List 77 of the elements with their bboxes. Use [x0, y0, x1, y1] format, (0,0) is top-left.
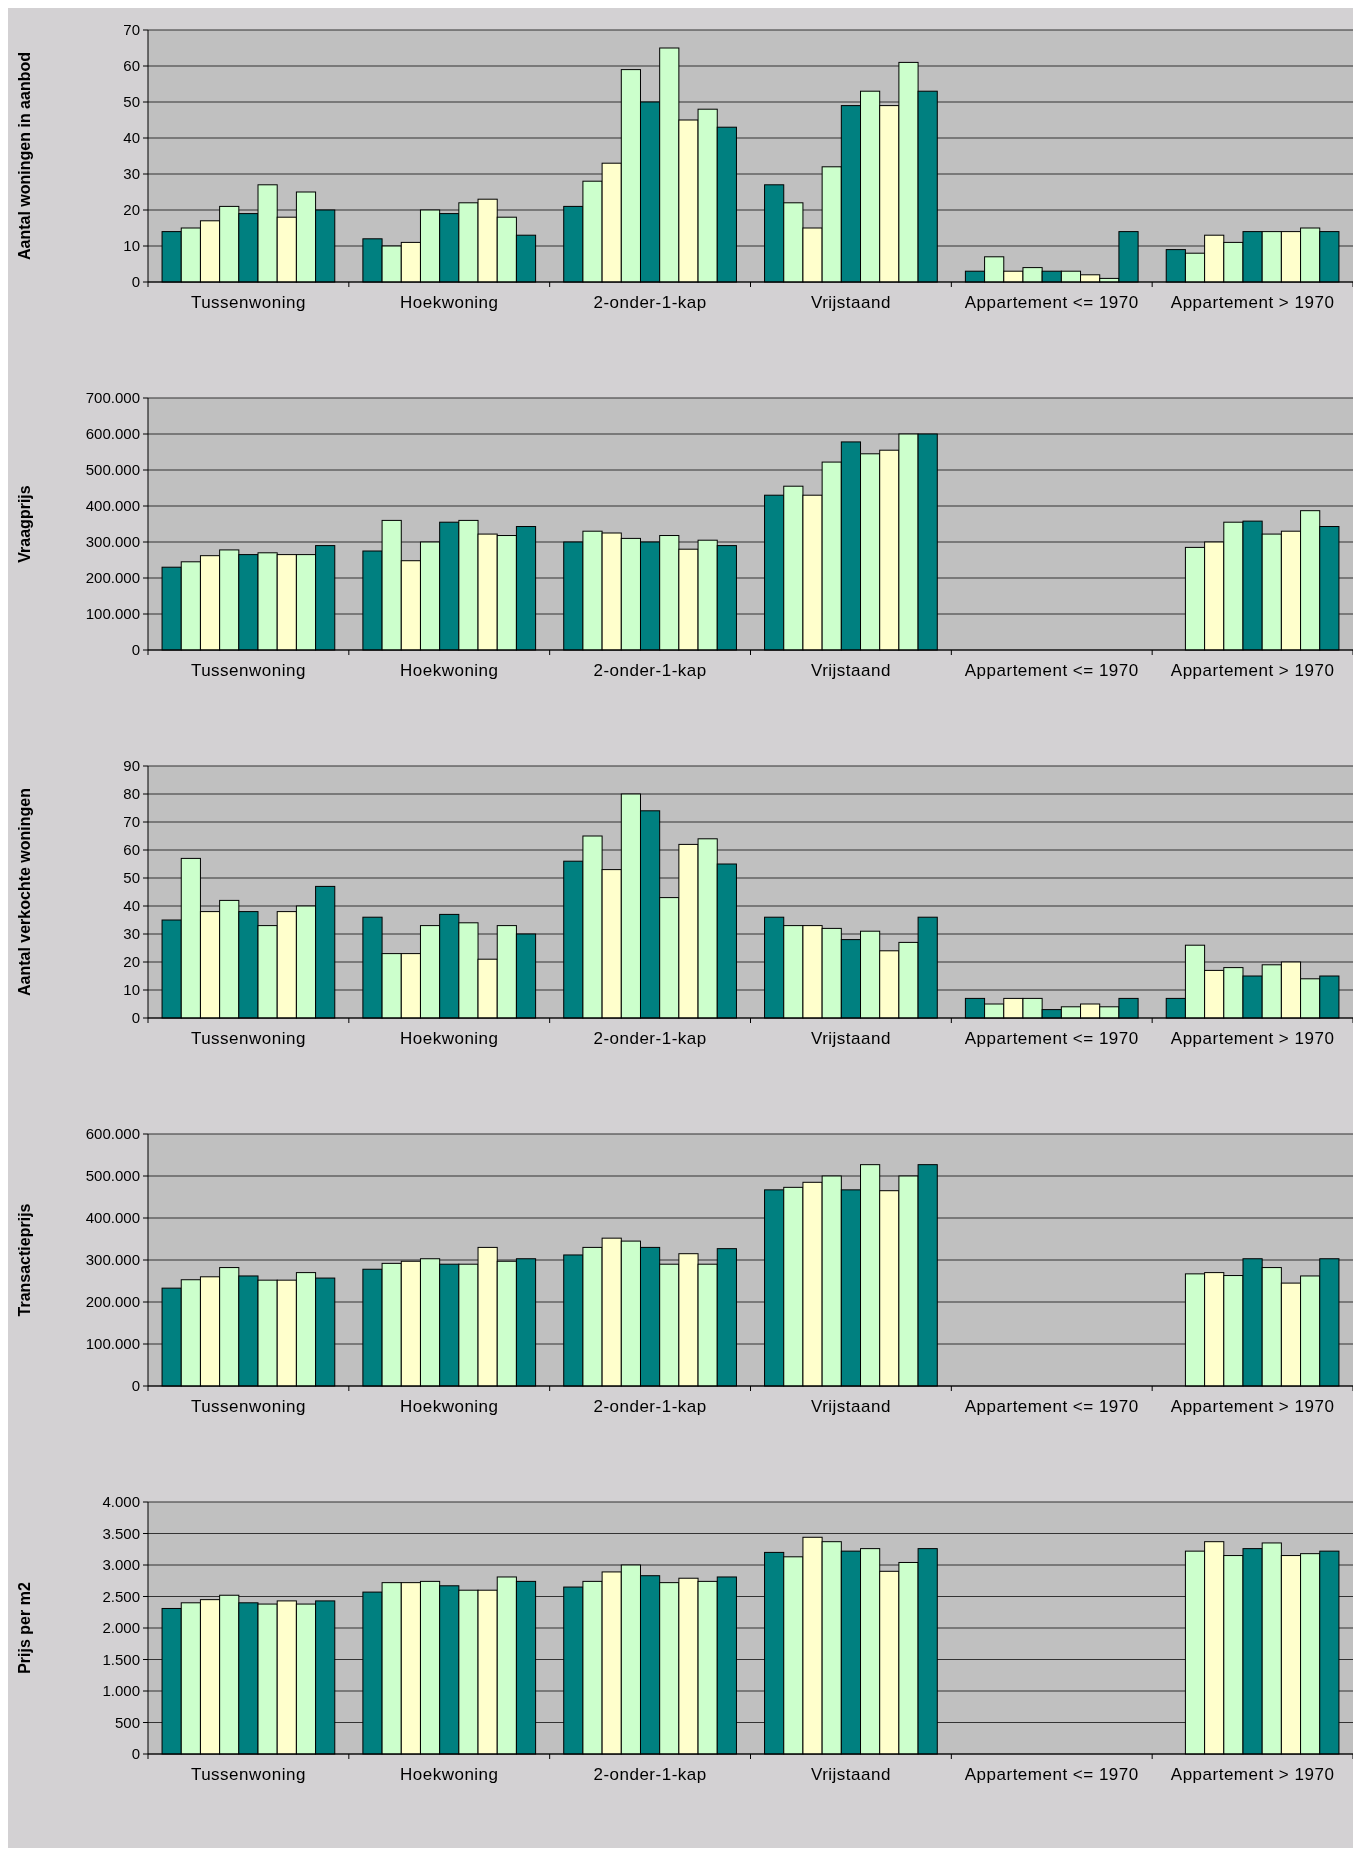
- x-tick-label: Appartement > 1970: [1170, 1397, 1335, 1416]
- y-tick-label: 200.000: [85, 1293, 140, 1311]
- y-tick-label: 500: [114, 1713, 140, 1731]
- y-tick-label: 0: [131, 273, 140, 291]
- y-tick-label: 400.000: [85, 497, 140, 515]
- y-tick-label: 30: [123, 165, 140, 183]
- x-tick-label: Tussenwoning: [190, 1397, 306, 1416]
- y-tick-label: 50: [123, 93, 140, 111]
- y-tick-label: 300.000: [85, 1251, 140, 1269]
- x-tick-label: Hoekwoning: [399, 1765, 499, 1784]
- x-tick-label: Vrijstaand: [810, 661, 891, 680]
- y-tick-label: 90: [123, 757, 140, 775]
- x-tick-label: 2-onder-1-kap: [593, 1029, 707, 1048]
- x-tick-label: Appartement <= 1970: [964, 1397, 1139, 1416]
- y-tick-label: 400.000: [85, 1209, 140, 1227]
- x-tick-label: Vrijstaand: [810, 1397, 891, 1416]
- y-tick-label: 3.500: [102, 1524, 140, 1542]
- x-tick-label: Tussenwoning: [190, 293, 306, 312]
- y-tick-label: 40: [123, 897, 140, 915]
- y-tick-label: 20: [123, 201, 140, 219]
- y-tick-label: 70: [123, 21, 140, 39]
- x-tick-label: Vrijstaand: [810, 1765, 891, 1784]
- y-tick-label: 100.000: [85, 605, 140, 623]
- y-tick-label: 1.500: [102, 1650, 140, 1668]
- x-tick-label: Hoekwoning: [399, 1397, 499, 1416]
- x-tick-label: Appartement > 1970: [1170, 293, 1335, 312]
- y-tick-label: 20: [123, 953, 140, 971]
- x-tick-label: Appartement <= 1970: [964, 1765, 1139, 1784]
- y-tick-label: 100.000: [85, 1335, 140, 1353]
- y-axis-title: Vraagprijs: [16, 485, 33, 563]
- y-axis-title: Transactieprijs: [16, 1203, 33, 1317]
- x-tick-label: 2-onder-1-kap: [593, 661, 707, 680]
- x-tick-label: Tussenwoning: [190, 661, 306, 680]
- x-tick-label: Tussenwoning: [190, 1765, 306, 1784]
- y-tick-label: 10: [123, 981, 140, 999]
- y-tick-label: 1.000: [102, 1682, 140, 1700]
- y-axis-title: Aantal verkochte woningen: [16, 787, 33, 997]
- x-tick-label: Appartement > 1970: [1170, 1765, 1335, 1784]
- x-tick-label: Appartement <= 1970: [964, 661, 1139, 680]
- y-tick-label: 80: [123, 785, 140, 803]
- y-tick-label: 0: [131, 1745, 140, 1763]
- y-tick-label: 500.000: [85, 1167, 140, 1185]
- y-tick-label: 200.000: [85, 569, 140, 587]
- x-tick-label: Appartement > 1970: [1170, 1029, 1335, 1048]
- y-tick-label: 10: [123, 237, 140, 255]
- y-tick-label: 700.000: [85, 389, 140, 407]
- y-tick-label: 40: [123, 129, 140, 147]
- y-tick-label: 70: [123, 813, 140, 831]
- x-tick-label: Vrijstaand: [810, 1029, 891, 1048]
- y-axis-title: Prijs per m2: [16, 1582, 33, 1674]
- y-tick-label: 600.000: [85, 425, 140, 443]
- x-tick-label: Hoekwoning: [399, 293, 499, 312]
- y-tick-label: 300.000: [85, 533, 140, 551]
- y-tick-label: 4.000: [102, 1493, 140, 1511]
- y-tick-label: 2.000: [102, 1619, 140, 1637]
- y-tick-label: 0: [131, 1377, 140, 1395]
- y-tick-label: 50: [123, 869, 140, 887]
- x-tick-label: 2-onder-1-kap: [593, 1397, 707, 1416]
- y-tick-label: 3.000: [102, 1556, 140, 1574]
- y-tick-label: 2.500: [102, 1587, 140, 1605]
- y-tick-label: 0: [131, 1009, 140, 1027]
- y-tick-label: 600.000: [85, 1125, 140, 1143]
- y-tick-label: 0: [131, 641, 140, 659]
- y-tick-label: 30: [123, 925, 140, 943]
- x-tick-label: 2-onder-1-kap: [593, 1765, 707, 1784]
- x-tick-label: Vrijstaand: [810, 293, 891, 312]
- y-tick-label: 60: [123, 841, 140, 859]
- x-tick-label: Tussenwoning: [190, 1029, 306, 1048]
- y-tick-label: 60: [123, 57, 140, 75]
- x-tick-label: Hoekwoning: [399, 1029, 499, 1048]
- x-tick-label: Hoekwoning: [399, 661, 499, 680]
- x-tick-label: Appartement > 1970: [1170, 661, 1335, 680]
- x-tick-label: Appartement <= 1970: [964, 293, 1139, 312]
- x-tick-label: 2-onder-1-kap: [593, 293, 707, 312]
- x-tick-label: Appartement <= 1970: [964, 1029, 1139, 1048]
- y-tick-label: 500.000: [85, 461, 140, 479]
- y-axis-title: Aantal woningen in aanbod: [16, 52, 33, 260]
